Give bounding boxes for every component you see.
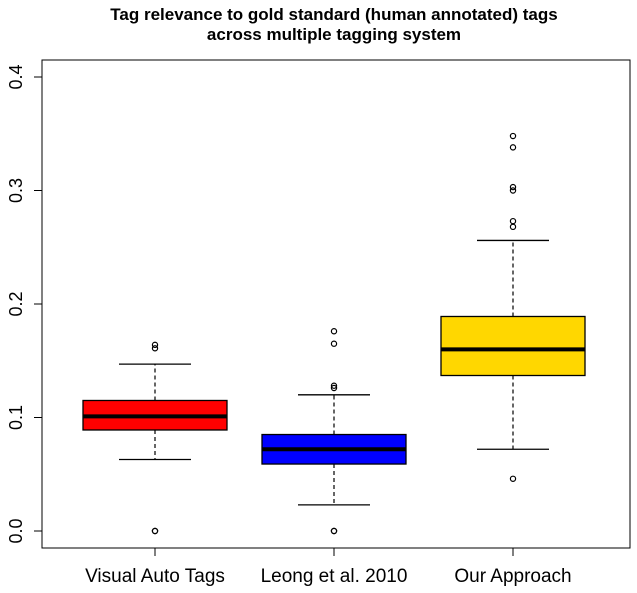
- y-tick-label: 0.1: [6, 405, 26, 430]
- outlier-point: [151, 527, 159, 535]
- plot-frame: [41, 59, 631, 549]
- y-tick-label: 0.0: [6, 518, 26, 543]
- chart-title: Tag relevance to gold standard (human an…: [110, 5, 557, 24]
- outlier-point: [509, 223, 517, 231]
- outlier-point: [330, 328, 338, 335]
- outlier-point: [509, 144, 517, 151]
- box-2: [261, 328, 407, 535]
- x-tick-label: Visual Auto Tags: [85, 566, 225, 587]
- outlier-point: [330, 527, 338, 535]
- box-3: [440, 132, 586, 482]
- outlier-point: [509, 475, 517, 482]
- y-axis: 0.0 0.1 0.2 0.3 0.4: [6, 64, 43, 544]
- outlier-point: [509, 132, 517, 140]
- outlier-point: [330, 340, 338, 347]
- outlier-point: [509, 187, 517, 194]
- x-tick-label: Leong et al. 2010: [261, 566, 408, 587]
- chart-subtitle: across multiple tagging system: [207, 25, 461, 44]
- outlier-point: [509, 217, 517, 225]
- y-tick-label: 0.2: [6, 291, 26, 316]
- iqr-box: [440, 315, 586, 377]
- outlier-point: [151, 341, 159, 349]
- outlier-point: [151, 345, 159, 352]
- boxes-group: [82, 132, 586, 535]
- outlier-point: [330, 382, 338, 389]
- outlier-point: [509, 183, 517, 191]
- x-axis: Visual Auto Tags Leong et al. 2010 Our App…: [85, 547, 572, 587]
- y-tick-label: 0.3: [6, 178, 26, 203]
- x-tick-label: Our Approach: [454, 566, 571, 587]
- outlier-point: [330, 384, 338, 392]
- box-1: [82, 341, 228, 535]
- y-tick-label: 0.4: [6, 64, 26, 89]
